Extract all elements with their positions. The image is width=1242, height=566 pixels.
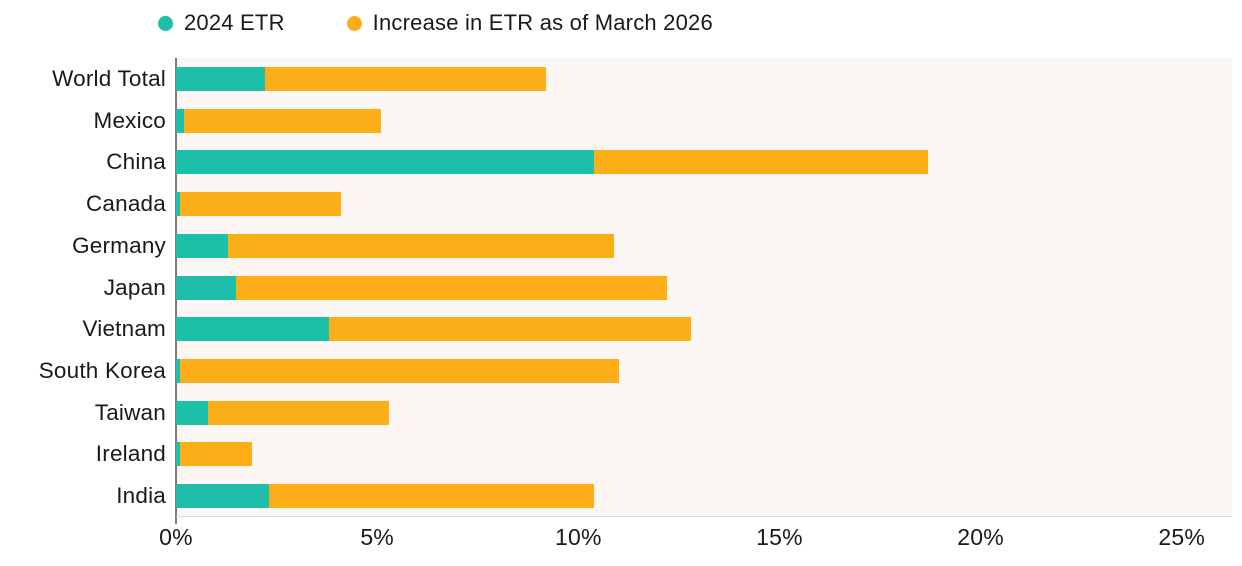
legend-dot-teal-icon bbox=[158, 15, 173, 31]
x-tick-label: 25% bbox=[1158, 524, 1206, 550]
x-axis-baseline bbox=[176, 516, 1232, 517]
stacked-bar bbox=[176, 359, 1232, 383]
category-label: Canada bbox=[85, 191, 166, 217]
bar-segment-2024-etr bbox=[176, 66, 265, 91]
bar-row bbox=[176, 350, 1232, 392]
x-tick-label: 15% bbox=[756, 524, 803, 550]
bar-segment-increase-2026 bbox=[180, 442, 253, 467]
bar-segment-increase-2026 bbox=[228, 233, 615, 258]
bar-segment-2024-etr bbox=[176, 275, 237, 300]
bar-segment-2024-etr bbox=[176, 150, 595, 175]
category-label: China bbox=[106, 149, 166, 175]
category-label: Germany bbox=[72, 232, 166, 258]
bar-segment-2024-etr bbox=[176, 317, 329, 342]
x-tick-label: 5% bbox=[360, 524, 394, 550]
bar-row bbox=[176, 58, 1232, 100]
bar-segment-2024-etr bbox=[176, 192, 181, 217]
bar-segment-2024-etr bbox=[176, 442, 181, 467]
bar-segment-increase-2026 bbox=[268, 484, 595, 509]
stacked-bar bbox=[176, 150, 1232, 175]
bar-segment-increase-2026 bbox=[328, 317, 691, 342]
legend-dot-orange-icon bbox=[346, 15, 362, 31]
stacked-bar bbox=[176, 317, 1232, 342]
chart-legend: 2024 ETR Increase in ETR as of March 202… bbox=[158, 10, 713, 36]
legend-label: 2024 ETR bbox=[184, 10, 285, 35]
category-label: South Korea bbox=[38, 358, 166, 383]
stacked-bar bbox=[176, 400, 1232, 425]
category-label: Taiwan bbox=[94, 399, 166, 425]
bar-segment-increase-2026 bbox=[184, 108, 382, 133]
stacked-bar bbox=[176, 484, 1232, 509]
bar-row bbox=[176, 392, 1232, 434]
bar-segment-increase-2026 bbox=[180, 359, 619, 383]
bar-row bbox=[176, 475, 1232, 517]
stacked-bar bbox=[176, 66, 1232, 91]
stacked-bar bbox=[176, 275, 1232, 300]
category-label: World Total bbox=[52, 65, 166, 91]
category-label: India bbox=[116, 483, 166, 509]
legend-label: Increase in ETR as of March 2026 bbox=[372, 10, 713, 35]
bar-row bbox=[176, 100, 1232, 142]
bar-segment-increase-2026 bbox=[180, 192, 341, 217]
x-tick-label: 10% bbox=[554, 524, 602, 550]
bar-row bbox=[176, 141, 1232, 183]
stacked-bar bbox=[176, 233, 1232, 258]
x-tick-label: 20% bbox=[957, 524, 1004, 550]
stacked-bar bbox=[176, 442, 1232, 467]
stacked-bar bbox=[176, 108, 1232, 133]
category-label: Japan bbox=[103, 274, 166, 300]
bar-row bbox=[176, 434, 1232, 476]
category-label: Mexico bbox=[93, 107, 166, 133]
category-labels: World Total Mexico China Canada Germany Japan… bbox=[0, 58, 166, 517]
legend-item-increase-etr: Increase in ETR as of March 2026 bbox=[346, 10, 713, 36]
bar-rows bbox=[176, 58, 1232, 517]
bar-segment-increase-2026 bbox=[208, 400, 390, 425]
bar-segment-increase-2026 bbox=[236, 275, 667, 300]
bar-row bbox=[176, 183, 1232, 225]
legend-item-2024-etr: 2024 ETR bbox=[158, 10, 285, 36]
bar-segment-increase-2026 bbox=[264, 66, 547, 91]
bar-row bbox=[176, 308, 1232, 350]
stacked-bar bbox=[176, 192, 1232, 217]
category-label: Ireland bbox=[95, 441, 166, 467]
x-axis-ticks: 0% 5% 10% 15% 20% 25% bbox=[159, 524, 1232, 556]
bar-segment-2024-etr bbox=[176, 359, 181, 383]
bar-segment-2024-etr bbox=[176, 233, 229, 258]
bar-segment-2024-etr bbox=[176, 400, 209, 425]
bar-segment-increase-2026 bbox=[594, 150, 929, 175]
category-label: Vietnam bbox=[82, 316, 166, 342]
x-tick-label: 0% bbox=[159, 524, 193, 550]
bar-row bbox=[176, 225, 1232, 267]
bar-row bbox=[176, 267, 1232, 309]
bar-segment-2024-etr bbox=[176, 484, 269, 509]
bar-segment-2024-etr bbox=[176, 108, 185, 133]
